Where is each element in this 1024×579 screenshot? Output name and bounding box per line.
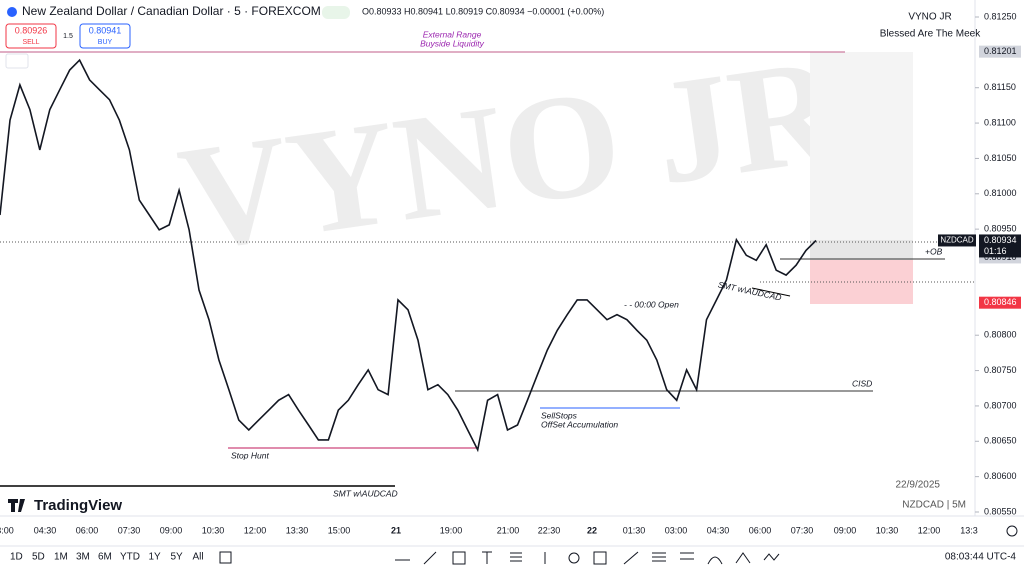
time-label: 19:00 <box>440 525 463 535</box>
price-label-bg <box>979 45 1021 58</box>
time-label: 09:00 <box>160 525 183 535</box>
status-pill <box>322 6 350 19</box>
time-label: 07:30 <box>118 525 141 535</box>
range-box <box>810 52 913 240</box>
y-tick-label: 0.80550 <box>984 506 1017 516</box>
y-tick-label: 0.80950 <box>984 224 1017 234</box>
y-tick-label: 0.81050 <box>984 153 1017 163</box>
range-button[interactable]: 1M <box>54 552 68 563</box>
clock: 08:03:44 UTC-4 <box>945 552 1017 563</box>
pair-tf: NZDCAD | 5M <box>902 500 966 511</box>
y-tick-label: 0.81250 <box>984 11 1017 21</box>
time-label: 09:00 <box>834 525 857 535</box>
price-label: 0.80934 <box>984 235 1017 245</box>
buy-label[interactable]: BUY <box>98 39 113 46</box>
collapse-button[interactable] <box>5 53 29 69</box>
price-label-bg <box>979 296 1021 309</box>
time-label: 12:00 <box>918 525 941 535</box>
time-label: 04:30 <box>34 525 57 535</box>
tagline: Blessed Are The Meek <box>880 29 981 40</box>
annotation: SellStops <box>541 410 578 420</box>
price-label: 0.80846 <box>984 297 1017 307</box>
y-tick-label: 0.80600 <box>984 471 1017 481</box>
annotation: Stop Hunt <box>231 450 269 460</box>
spread: 1.5 <box>63 33 73 40</box>
annotation: OffSet Accumulation <box>541 419 618 429</box>
range-button[interactable]: 1D <box>10 552 23 563</box>
smt-top-line <box>751 287 791 297</box>
symbol-tag-bg <box>938 234 976 247</box>
author: VYNO JR <box>908 12 951 23</box>
time-label: 06:00 <box>749 525 772 535</box>
time-label: 03:00 <box>665 525 688 535</box>
annotation: CISD <box>852 378 872 388</box>
countdown: 01:16 <box>984 246 1007 256</box>
buy-button[interactable] <box>79 23 131 49</box>
sell-label[interactable]: SELL <box>22 39 39 46</box>
time-label: 12:00 <box>244 525 267 535</box>
time-label: 21 <box>391 525 401 535</box>
time-label: 3:00 <box>0 525 14 535</box>
settings-icon[interactable] <box>1006 525 1018 537</box>
range-button[interactable]: 5Y <box>171 552 184 563</box>
symbol-tag: NZDCAD <box>940 236 974 245</box>
y-tick-label: 0.80650 <box>984 436 1017 446</box>
price-label: 0.81201 <box>984 46 1017 56</box>
time-label: 13:3 <box>960 525 978 535</box>
ob-box <box>810 260 913 304</box>
sell-button[interactable] <box>5 23 57 49</box>
y-tick-label: 0.80800 <box>984 330 1017 340</box>
range-button[interactable]: YTD <box>120 552 140 563</box>
time-label: 21:00 <box>497 525 520 535</box>
time-label: 07:30 <box>791 525 814 535</box>
y-tick-label: 0.81150 <box>984 82 1016 92</box>
annotation: - - 00:00 Open <box>624 299 679 309</box>
range-button[interactable]: 6M <box>98 552 112 563</box>
sell-price[interactable]: 0.80926 <box>15 25 48 35</box>
y-tick-label: 0.81100 <box>984 117 1016 127</box>
y-tick-label: 0.81000 <box>984 188 1017 198</box>
logo-icon <box>8 499 25 512</box>
price-label-bg <box>979 234 1021 247</box>
annotation: External Range <box>423 29 482 39</box>
range-button[interactable]: 5D <box>32 552 45 563</box>
calendar-icon[interactable] <box>219 551 232 564</box>
symbol-title[interactable]: New Zealand Dollar / Canadian Dollar · 5… <box>22 4 321 18</box>
time-label: 04:30 <box>707 525 730 535</box>
time-label: 13:30 <box>286 525 309 535</box>
drawing-tools <box>395 551 780 565</box>
y-tick-label: 0.80750 <box>984 365 1017 375</box>
time-label: 10:30 <box>876 525 899 535</box>
time-label: 22:30 <box>538 525 561 535</box>
price-line <box>0 58 817 453</box>
annotation: SMT w\AUDCAD <box>333 488 398 498</box>
range-button[interactable]: 1Y <box>149 552 162 563</box>
annotation: +OB <box>925 246 943 256</box>
time-label: 01:30 <box>623 525 646 535</box>
logo: TradingView <box>34 497 122 514</box>
time-label: 10:30 <box>202 525 225 535</box>
ohlc: O0.80933 H0.80941 L0.80919 C0.80934 −0.0… <box>362 6 604 16</box>
time-label: 22 <box>587 525 597 535</box>
date: 22/9/2025 <box>896 480 941 491</box>
time-label: 06:00 <box>76 525 99 535</box>
y-tick-label: 0.80700 <box>984 400 1017 410</box>
premium-box <box>810 240 913 260</box>
range-button[interactable]: 3M <box>76 552 90 563</box>
symbol-icon <box>7 7 17 17</box>
buy-price[interactable]: 0.80941 <box>89 25 122 35</box>
annotation: Buyside Liquidity <box>420 38 485 48</box>
range-button[interactable]: All <box>193 552 204 563</box>
time-label: 15:00 <box>328 525 351 535</box>
countdown-bg <box>979 245 1021 258</box>
